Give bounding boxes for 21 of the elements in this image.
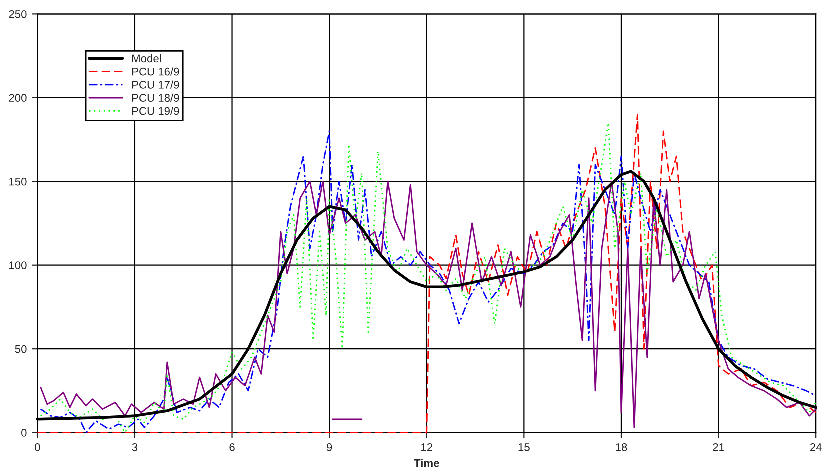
- y-tick-label: 250: [9, 10, 27, 18]
- x-tick-label: 6: [230, 444, 235, 452]
- legend-label: PCU 16/9: [132, 68, 180, 76]
- y-tick-label: 150: [10, 178, 27, 186]
- x-axis-title: Time: [414, 459, 440, 468]
- y-tick-label: 100: [10, 262, 27, 270]
- x-tick-label: 18: [616, 444, 628, 452]
- y-tick-label: 50: [15, 345, 27, 354]
- x-tick-label: 12: [422, 444, 432, 452]
- x-tick-label: 0: [35, 444, 40, 452]
- legend-label: PCU 18/9: [132, 94, 180, 102]
- y-tick-label: 0: [22, 429, 27, 437]
- legend-label: PCU 19/9: [132, 107, 180, 116]
- x-tick-label: 21: [713, 444, 724, 452]
- legend-label: Model: [132, 54, 162, 63]
- x-tick-label: 15: [518, 444, 530, 452]
- legend-label: PCU 17/9: [132, 80, 180, 89]
- x-tick-label: 24: [810, 444, 822, 452]
- x-tick-label: 9: [327, 444, 332, 452]
- x-tick-label: 3: [132, 444, 138, 452]
- y-tick-label: 200: [9, 94, 27, 102]
